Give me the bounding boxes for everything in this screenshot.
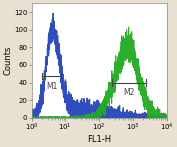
Text: M1: M1 [46, 82, 58, 91]
Y-axis label: Counts: Counts [4, 46, 12, 75]
X-axis label: FL1-H: FL1-H [87, 135, 111, 143]
Text: M2: M2 [123, 88, 135, 97]
